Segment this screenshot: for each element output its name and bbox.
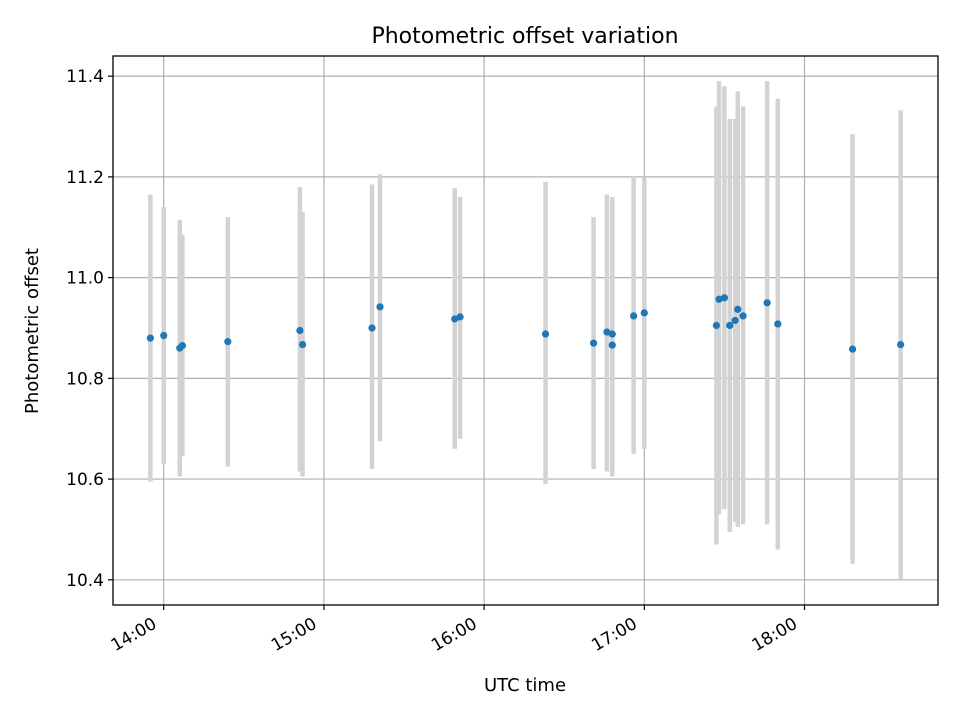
data-point bbox=[376, 303, 384, 311]
grid-lines bbox=[113, 56, 938, 605]
data-point bbox=[296, 326, 304, 335]
error-bars bbox=[148, 81, 903, 579]
data-point bbox=[146, 334, 154, 342]
data-point bbox=[589, 339, 598, 347]
data-point bbox=[456, 313, 464, 321]
data-point bbox=[368, 324, 376, 332]
data-point bbox=[720, 294, 729, 302]
data-point bbox=[298, 341, 307, 349]
y-tick-label: 10.6 bbox=[66, 470, 104, 490]
x-tick-label: 16:00 bbox=[428, 614, 480, 656]
data-point bbox=[763, 299, 771, 307]
data-point bbox=[630, 312, 638, 320]
data-point bbox=[224, 337, 232, 346]
data-point bbox=[731, 316, 739, 325]
x-tick-label: 17:00 bbox=[588, 614, 640, 656]
data-points bbox=[146, 294, 905, 353]
y-tick-label: 11.0 bbox=[66, 269, 104, 289]
y-tick-label: 10.8 bbox=[66, 369, 104, 389]
data-point bbox=[160, 331, 168, 340]
x-axis-label: UTC time bbox=[484, 675, 566, 696]
data-point bbox=[774, 320, 782, 328]
x-tick-label: 18:00 bbox=[749, 614, 801, 656]
y-axis-label: Photometric offset bbox=[22, 248, 43, 414]
data-point bbox=[178, 342, 187, 350]
data-point bbox=[608, 341, 616, 349]
y-tick-label: 10.4 bbox=[66, 571, 104, 591]
data-point bbox=[897, 341, 905, 349]
data-point bbox=[848, 345, 857, 353]
x-tick-label: 15:00 bbox=[268, 614, 320, 656]
data-point bbox=[739, 312, 747, 320]
chart-title: Photometric offset variation bbox=[371, 24, 678, 49]
y-tick-label: 11.2 bbox=[66, 168, 104, 188]
data-point bbox=[608, 330, 616, 338]
data-point bbox=[640, 309, 648, 317]
data-point bbox=[726, 321, 734, 330]
data-point bbox=[541, 330, 550, 338]
y-tick-label: 11.4 bbox=[66, 67, 104, 87]
x-tick-label: 14:00 bbox=[108, 614, 160, 656]
axis-ticks: 14:00 15:00 16:00 17:00 18:00 10.4 10.6 10.8 11.… bbox=[66, 67, 806, 656]
plot-frame bbox=[112, 55, 939, 606]
data-point bbox=[712, 321, 720, 330]
data-point bbox=[734, 305, 742, 313]
